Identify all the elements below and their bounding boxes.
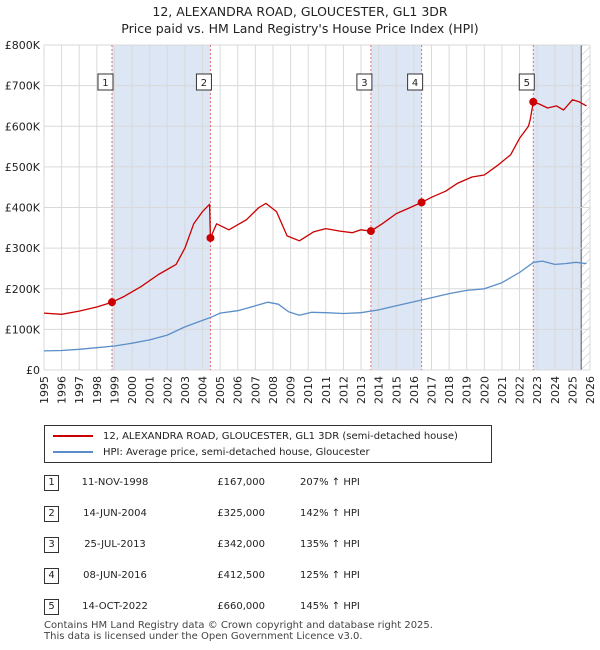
x-tick-label: 2000 xyxy=(126,376,139,404)
legend-item-hpi: HPI: Average price, semi-detached house,… xyxy=(53,445,370,459)
y-tick-label: £100K xyxy=(5,323,41,336)
x-tick-label: 2002 xyxy=(161,376,174,404)
x-tick-label: 2015 xyxy=(390,376,403,404)
x-tick-label: 1996 xyxy=(56,376,69,404)
y-tick-label: £200K xyxy=(5,283,41,296)
x-tick-label: 2011 xyxy=(320,376,333,404)
transaction-number: 5 xyxy=(44,599,59,615)
x-tick-label: 2026 xyxy=(584,376,597,404)
property-price-line xyxy=(43,99,587,315)
x-tick-label: 2017 xyxy=(425,376,438,404)
sale-point-1 xyxy=(107,298,116,307)
x-tick-label: 2008 xyxy=(267,376,280,404)
chart-title: 12, ALEXANDRA ROAD, GLOUCESTER, GL1 3DR xyxy=(152,4,448,19)
y-tick-label: £500K xyxy=(5,161,41,174)
legend-label-property: 12, ALEXANDRA ROAD, GLOUCESTER, GL1 3DR … xyxy=(103,430,458,442)
table-row: 3 25-JUL-2013 £342,000 135% ↑ HPI xyxy=(0,537,600,555)
legend-label-hpi: HPI: Average price, semi-detached house,… xyxy=(103,446,370,458)
table-row: 4 08-JUN-2016 £412,500 125% ↑ HPI xyxy=(0,568,600,586)
x-tick-label: 2014 xyxy=(373,376,386,404)
x-tick-label: 2005 xyxy=(214,376,227,404)
x-tick-label: 1997 xyxy=(73,376,86,404)
y-tick-label: £300K xyxy=(5,242,41,255)
x-tick-label: 2016 xyxy=(408,376,421,404)
x-tick-label: 2022 xyxy=(514,376,527,404)
transaction-price: £342,000 xyxy=(217,539,265,550)
x-tick-label: 2009 xyxy=(285,376,298,404)
legend-swatch-hpi xyxy=(53,451,93,453)
x-tick-label: 2021 xyxy=(496,376,509,404)
transaction-date: 08-JUN-2016 xyxy=(83,570,147,581)
x-tick-label: 2025 xyxy=(566,376,579,404)
sale-label-3: 3 xyxy=(361,78,367,89)
sale-label-4: 4 xyxy=(412,78,418,89)
transaction-price: £412,500 xyxy=(217,570,265,581)
x-tick-label: 1998 xyxy=(91,376,104,404)
x-tick-label: 2024 xyxy=(549,376,562,404)
transaction-number: 2 xyxy=(44,506,59,522)
transaction-hpi: 142% ↑ HPI xyxy=(300,508,360,519)
y-tick-label: £800K xyxy=(5,39,41,52)
transaction-number: 1 xyxy=(44,475,59,491)
table-row: 5 14-OCT-2022 £660,000 145% ↑ HPI xyxy=(0,599,600,617)
x-tick-label: 1999 xyxy=(108,376,121,404)
transaction-hpi: 145% ↑ HPI xyxy=(300,601,360,612)
legend-item-property: 12, ALEXANDRA ROAD, GLOUCESTER, GL1 3DR … xyxy=(53,429,458,443)
price-chart: 1 2 3 4 5 £0 £100K £200K £300K £400K £500K £600K £7… xyxy=(5,39,597,404)
attribution: Contains HM Land Registry data © Crown c… xyxy=(44,620,433,642)
transaction-date: 14-JUN-2004 xyxy=(83,508,147,519)
x-tick-label: 2007 xyxy=(249,376,262,404)
attribution-line-1: Contains HM Land Registry data © Crown c… xyxy=(44,620,433,631)
sale-label-box-3 xyxy=(356,73,373,91)
x-tick-label: 2023 xyxy=(531,376,544,404)
sale-label-2: 2 xyxy=(201,78,207,89)
sale-label-box-2 xyxy=(195,73,212,91)
x-tick-label: 2012 xyxy=(337,376,350,404)
transaction-price: £660,000 xyxy=(217,601,265,612)
transaction-date: 14-OCT-2022 xyxy=(82,601,148,612)
x-tick-label: 2018 xyxy=(443,376,456,404)
sale-label-box-1 xyxy=(97,73,114,91)
sale-label-5: 5 xyxy=(524,78,530,89)
sale-point-4 xyxy=(417,198,426,207)
sale-label-box-4 xyxy=(407,73,424,91)
attribution-line-2: This data is licensed under the Open Gov… xyxy=(44,631,363,642)
y-tick-label: £700K xyxy=(5,80,41,93)
sale-point-3 xyxy=(366,227,375,236)
y-tick-label: £0 xyxy=(26,364,40,377)
chart-subtitle: Price paid vs. HM Land Registry's House … xyxy=(121,21,479,36)
transaction-price: £167,000 xyxy=(217,477,265,488)
x-tick-label: 1995 xyxy=(38,376,51,404)
transaction-price: £325,000 xyxy=(217,508,265,519)
x-tick-label: 2013 xyxy=(355,376,368,404)
legend: 12, ALEXANDRA ROAD, GLOUCESTER, GL1 3DR … xyxy=(44,425,492,463)
sale-point-5 xyxy=(529,97,538,106)
x-tick-label: 2010 xyxy=(302,376,315,404)
x-tick-label: 2006 xyxy=(232,376,245,404)
x-tick-label: 2020 xyxy=(478,376,491,404)
transaction-number: 3 xyxy=(44,537,59,553)
table-row: 1 11-NOV-1998 £167,000 207% ↑ HPI xyxy=(0,475,600,493)
transaction-date: 25-JUL-2013 xyxy=(84,539,146,550)
transaction-hpi: 125% ↑ HPI xyxy=(300,570,360,581)
transaction-hpi: 135% ↑ HPI xyxy=(300,539,360,550)
x-tick-label: 2001 xyxy=(144,376,157,404)
x-tick-label: 2003 xyxy=(179,376,192,404)
x-tick-label: 2019 xyxy=(461,376,474,404)
y-tick-label: £600K xyxy=(5,120,41,133)
sale-label-box-5 xyxy=(518,73,535,91)
transaction-date: 11-NOV-1998 xyxy=(81,477,149,488)
sale-label-1: 1 xyxy=(102,78,108,89)
x-tick-label: 2004 xyxy=(197,376,210,404)
transaction-hpi: 207% ↑ HPI xyxy=(300,477,360,488)
transaction-number: 4 xyxy=(44,568,59,584)
legend-swatch-property xyxy=(53,435,93,437)
table-row: 2 14-JUN-2004 £325,000 142% ↑ HPI xyxy=(0,506,600,524)
y-tick-label: £400K xyxy=(5,202,41,215)
sale-point-2 xyxy=(206,233,215,242)
hpi-line xyxy=(43,260,587,352)
